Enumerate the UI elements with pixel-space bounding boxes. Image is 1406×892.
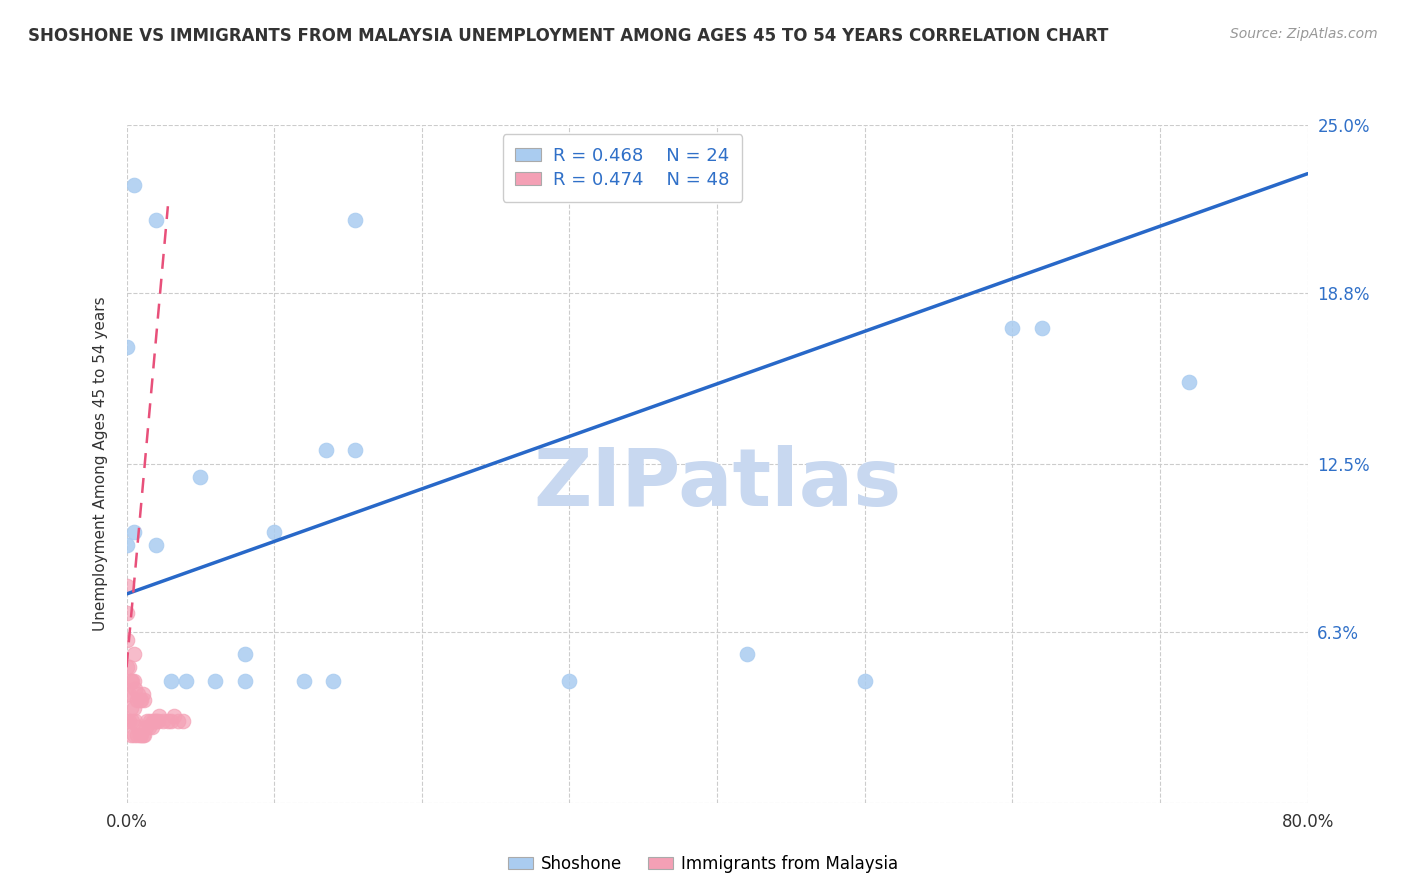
Point — [128, 728, 150, 742]
Point — [115, 579, 138, 593]
Point — [159, 673, 183, 688]
Point — [118, 660, 141, 674]
Point — [233, 647, 256, 661]
Point — [115, 538, 138, 552]
Point — [132, 687, 155, 701]
Point — [122, 647, 145, 661]
Text: Source: ZipAtlas.com: Source: ZipAtlas.com — [1230, 27, 1378, 41]
Point — [142, 714, 165, 729]
Point — [143, 714, 166, 729]
Point — [148, 709, 170, 723]
Point — [853, 673, 876, 688]
Point — [167, 714, 190, 729]
Point — [121, 714, 143, 729]
Point — [1001, 321, 1024, 335]
Point — [141, 720, 163, 734]
Point — [122, 701, 145, 715]
Point — [735, 647, 758, 661]
Point — [188, 470, 211, 484]
Point — [138, 720, 160, 734]
Point — [115, 633, 138, 648]
Point — [263, 524, 285, 539]
Point — [558, 673, 581, 688]
Point — [124, 714, 146, 729]
Point — [292, 673, 315, 688]
Point — [115, 660, 138, 674]
Point — [139, 714, 162, 729]
Point — [124, 681, 146, 696]
Point — [172, 714, 194, 729]
Point — [128, 692, 150, 706]
Point — [322, 673, 344, 688]
Point — [122, 524, 145, 539]
Point — [115, 687, 138, 701]
Legend: Shoshone, Immigrants from Malaysia: Shoshone, Immigrants from Malaysia — [502, 848, 904, 880]
Point — [344, 212, 367, 227]
Point — [145, 212, 167, 227]
Point — [122, 178, 145, 192]
Point — [125, 692, 148, 706]
Point — [135, 720, 157, 734]
Point — [204, 673, 226, 688]
Point — [174, 673, 197, 688]
Point — [146, 714, 169, 729]
Point — [163, 709, 186, 723]
Point — [152, 714, 174, 729]
Point — [127, 687, 149, 701]
Point — [344, 443, 367, 458]
Point — [115, 606, 138, 620]
Point — [134, 728, 156, 742]
Point — [159, 714, 183, 729]
Point — [118, 714, 141, 729]
Point — [118, 687, 141, 701]
Point — [145, 538, 167, 552]
Point — [115, 340, 138, 354]
Point — [122, 728, 145, 742]
Point — [115, 714, 138, 729]
Point — [125, 728, 148, 742]
Point — [127, 720, 149, 734]
Point — [145, 714, 167, 729]
Point — [1031, 321, 1053, 335]
Point — [315, 443, 337, 458]
Point — [1178, 376, 1201, 390]
Legend: R = 0.468    N = 24, R = 0.474    N = 48: R = 0.468 N = 24, R = 0.474 N = 48 — [503, 134, 742, 202]
Point — [129, 728, 153, 742]
Y-axis label: Unemployment Among Ages 45 to 54 years: Unemployment Among Ages 45 to 54 years — [93, 296, 108, 632]
Point — [122, 673, 145, 688]
Point — [120, 673, 142, 688]
Point — [132, 728, 155, 742]
Point — [134, 692, 156, 706]
Point — [129, 692, 153, 706]
Text: ZIPatlas: ZIPatlas — [533, 445, 901, 524]
Point — [120, 701, 142, 715]
Point — [120, 728, 142, 742]
Point — [136, 714, 159, 729]
Point — [233, 673, 256, 688]
Text: SHOSHONE VS IMMIGRANTS FROM MALAYSIA UNEMPLOYMENT AMONG AGES 45 TO 54 YEARS CORR: SHOSHONE VS IMMIGRANTS FROM MALAYSIA UNE… — [28, 27, 1108, 45]
Point — [121, 673, 143, 688]
Point — [156, 714, 179, 729]
